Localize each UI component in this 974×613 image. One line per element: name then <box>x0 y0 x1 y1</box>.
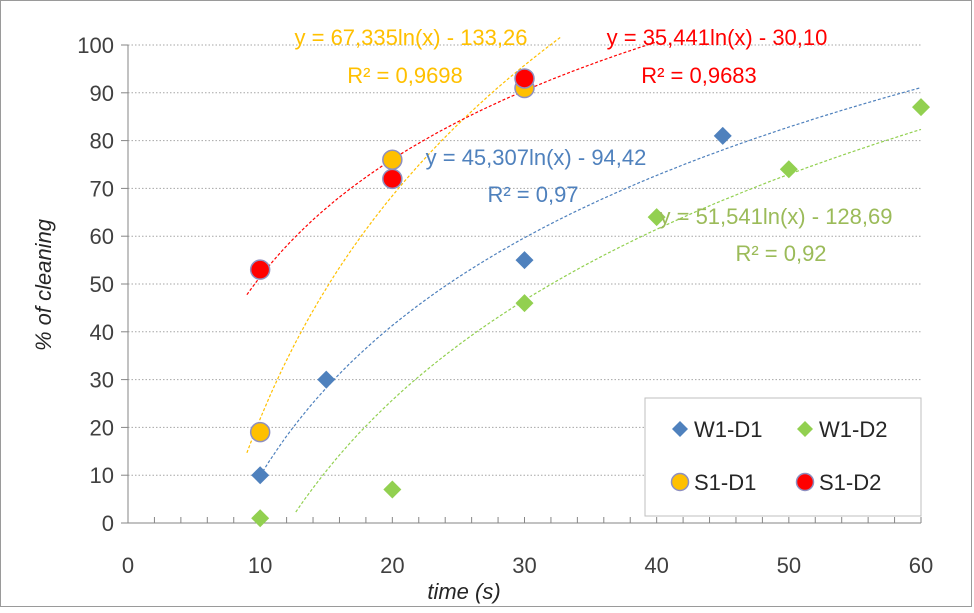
x-tick-label: 50 <box>777 553 801 578</box>
data-point-w1-d2 <box>912 98 930 117</box>
data-point-s1-d2 <box>514 68 535 89</box>
y-tick-label: 30 <box>90 368 114 393</box>
y-tick-label: 20 <box>90 415 114 440</box>
trendlines <box>246 37 922 513</box>
y-tick-label: 70 <box>90 176 114 201</box>
trendline-r2-s1-d1: R² = 0,9698 <box>347 63 463 88</box>
data-point-w1-d1 <box>251 466 270 485</box>
data-point-w1-d1 <box>713 126 732 145</box>
legend-label-s1-d2: S1-D2 <box>819 470 881 495</box>
data-point-w1-d2 <box>647 208 666 227</box>
axes: 0 10 20 30 40 50 60 70 80 90 100 0 10 20 30 40 50 60 <box>77 33 933 578</box>
legend: W1-D1 W1-D2 S1-D1 S1-D2 <box>644 397 922 517</box>
data-point-s1-d2 <box>382 168 403 190</box>
data-point-w1-d2 <box>779 160 798 179</box>
legend-marker-w1-d2 <box>797 421 813 437</box>
data-point-s1-d1 <box>249 421 271 443</box>
data-point-w1-d2 <box>383 480 402 499</box>
y-axis-title: % of cleaning <box>31 218 56 351</box>
data-point-s1-d2 <box>249 259 271 280</box>
y-tick-label: 100 <box>77 33 114 58</box>
trendline-equation-w1-d2: y = 51,541ln(x) - 128,69 <box>660 204 893 229</box>
legend-box <box>644 397 922 517</box>
x-tick-label: 20 <box>380 553 404 578</box>
data-point-w1-d2 <box>251 509 270 528</box>
x-tick-label: 60 <box>909 553 933 578</box>
legend-items: W1-D1 W1-D2 S1-D1 S1-D2 <box>670 417 887 495</box>
data-points <box>249 68 930 528</box>
data-point-s1-d1 <box>382 149 403 170</box>
y-tick-label: 80 <box>90 129 114 154</box>
x-axis-title: time (s) <box>427 579 500 604</box>
x-tick-label: 30 <box>512 553 536 578</box>
y-tick-label: 50 <box>90 272 114 297</box>
trendline-s1-d2 <box>246 41 657 296</box>
legend-label-w1-d1: W1-D1 <box>694 417 762 442</box>
trendline-r2-w1-d2: R² = 0,92 <box>735 241 826 266</box>
x-tick-label: 40 <box>644 553 668 578</box>
legend-marker-w1-d1 <box>672 421 688 437</box>
y-tick-label: 10 <box>90 463 114 488</box>
trendline-s1-d1 <box>246 37 561 454</box>
gridlines <box>128 44 921 476</box>
legend-label-w1-d2: W1-D2 <box>819 417 887 442</box>
data-point-w1-d2 <box>515 294 534 313</box>
y-tick-label: 40 <box>90 320 114 345</box>
y-tick-label: 0 <box>102 511 114 536</box>
legend-marker-s1-d2 <box>795 472 815 492</box>
trendline-equation-s1-d2: y = 35,441ln(x) - 30,10 <box>607 25 828 50</box>
data-point-w1-d1 <box>317 370 336 389</box>
trendline-equation-w1-d1: y = 45,307ln(x) - 94,42 <box>426 145 647 170</box>
x-tick-label: 0 <box>122 553 134 578</box>
data-point-w1-d1 <box>515 251 534 270</box>
legend-label-s1-d1: S1-D1 <box>694 470 756 495</box>
trendline-r2-w1-d1: R² = 0,97 <box>487 182 578 207</box>
trendline-labels: y = 45,307ln(x) - 94,42 R² = 0,97 y = 51,5… <box>295 25 893 266</box>
legend-marker-s1-d1 <box>670 472 690 492</box>
y-tick-label: 90 <box>90 81 114 106</box>
trendline-w1-d2 <box>295 128 922 513</box>
trendline-w1-d1 <box>259 87 922 477</box>
y-tick-label: 60 <box>90 224 114 249</box>
trendline-equation-s1-d1: y = 67,335ln(x) - 133,26 <box>295 25 528 50</box>
x-tick-label: 10 <box>248 553 272 578</box>
trendline-r2-s1-d2: R² = 0,9683 <box>641 63 757 88</box>
